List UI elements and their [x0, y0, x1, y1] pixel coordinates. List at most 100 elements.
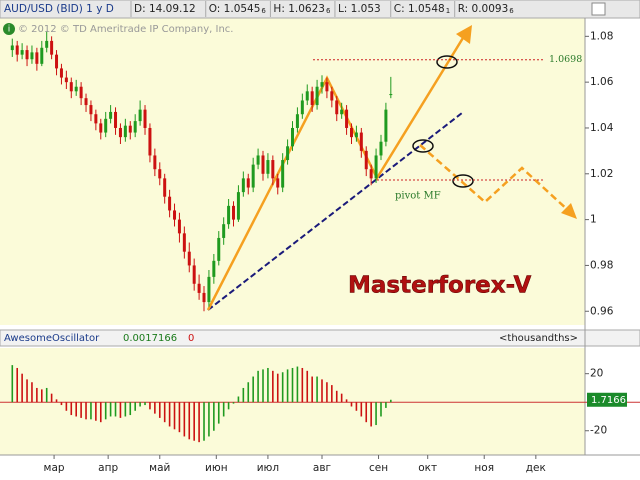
candle-body	[148, 127, 152, 156]
candle-body	[187, 251, 191, 266]
candle-body	[30, 52, 34, 60]
candle-body	[40, 47, 44, 64]
candle-body	[10, 45, 14, 51]
candle-body	[84, 98, 88, 106]
header-field: L: 1.053	[338, 3, 381, 15]
alt-path	[419, 144, 571, 213]
candle-body	[177, 219, 181, 234]
candle-body	[330, 91, 334, 101]
candle-body	[79, 86, 83, 99]
oscillator-header	[0, 329, 640, 347]
candle-body	[261, 155, 265, 174]
candle-body	[197, 283, 201, 293]
candle-body	[286, 146, 290, 161]
osc-tick-label: -20	[590, 425, 607, 437]
marker	[412, 139, 434, 153]
candle-body	[232, 205, 236, 220]
info-glyph: i	[8, 25, 11, 35]
candle-body	[69, 82, 73, 92]
candle-body	[59, 68, 63, 78]
candle-body	[305, 91, 309, 101]
candle-body	[64, 77, 68, 83]
candle-body	[241, 178, 245, 193]
candle-body	[192, 265, 196, 284]
candle-body	[89, 105, 93, 115]
candle-body	[251, 164, 255, 188]
y-tick-label: 1.06	[590, 76, 614, 88]
candle-body	[50, 40, 54, 55]
x-tick-label: ноя	[474, 462, 494, 474]
last-value: 1.7166	[591, 395, 626, 406]
y-tick-label: 1.08	[590, 30, 613, 42]
candle-body	[182, 233, 186, 252]
candle-body	[173, 210, 177, 220]
candle-body	[325, 82, 329, 92]
x-tick-label: авг	[313, 462, 331, 474]
y-tick-label: 1	[590, 214, 597, 226]
candle-body	[153, 155, 157, 170]
candle-body	[212, 260, 216, 277]
header-bar	[0, 0, 640, 19]
candle-body	[300, 100, 304, 115]
x-tick-label: июн	[205, 462, 228, 474]
candle-body	[74, 86, 78, 92]
candle-body	[349, 127, 353, 138]
candle-body	[271, 160, 275, 179]
x-tick-label: дек	[526, 462, 546, 474]
candle-body	[345, 109, 349, 128]
target-label: 1.0698	[549, 54, 582, 65]
candle-body	[276, 178, 280, 188]
candle-body	[227, 205, 231, 225]
osc-tick-label: 20	[590, 368, 603, 380]
oscillator-name: AwesomeOscillator	[4, 333, 100, 344]
arrow-head-2	[561, 203, 577, 219]
candle-body	[168, 196, 172, 211]
candle-body	[163, 178, 167, 197]
candle-body	[45, 40, 49, 48]
candle-body	[158, 169, 162, 179]
header-field: R: 0.0093	[458, 3, 509, 15]
candle-body	[320, 82, 324, 87]
x-tick-label: май	[149, 462, 170, 474]
candle-body	[246, 178, 250, 188]
candle-body	[207, 276, 211, 303]
header-pip: 6	[509, 7, 514, 15]
candle-body	[369, 169, 373, 179]
candle-body	[340, 109, 344, 115]
candle-body	[217, 237, 221, 261]
candle-body	[123, 125, 127, 138]
oscillator-units: <thousandths>	[499, 333, 578, 344]
candle-body	[114, 111, 118, 128]
y-tick-label: 0.98	[590, 259, 613, 271]
header-pip: 1	[446, 7, 450, 15]
candle-body	[379, 141, 383, 156]
candle-body	[104, 118, 108, 133]
copyright: © 2012 © TD Ameritrade IP Company, Inc.	[18, 24, 234, 35]
header-field: C: 1.0548	[394, 3, 445, 15]
candle-body	[335, 100, 339, 115]
candle-body	[133, 121, 137, 133]
candle-body	[143, 109, 147, 128]
candle-body	[374, 155, 378, 179]
info-icon[interactable]	[3, 23, 15, 35]
x-tick-label: сен	[369, 462, 388, 474]
symbol: AUD/USD (BID) 1 y D	[4, 3, 114, 15]
x-tick-label: окт	[418, 462, 437, 474]
y-tick-label: 1.04	[590, 122, 614, 134]
header-field: D: 14.09.12	[134, 3, 196, 15]
candle-body	[109, 111, 113, 119]
candle-body	[128, 125, 132, 133]
candle-body	[315, 86, 319, 106]
candle-body	[118, 127, 122, 138]
candle-body	[281, 160, 285, 188]
candle-body	[384, 109, 388, 142]
oscillator-flag: 0	[188, 333, 194, 344]
header-field: O: 1.0545	[209, 3, 261, 15]
candle-body	[99, 123, 103, 133]
window-button[interactable]	[591, 2, 606, 16]
candle-body	[310, 91, 314, 106]
candle-body	[359, 132, 363, 151]
candle-body	[55, 54, 59, 69]
